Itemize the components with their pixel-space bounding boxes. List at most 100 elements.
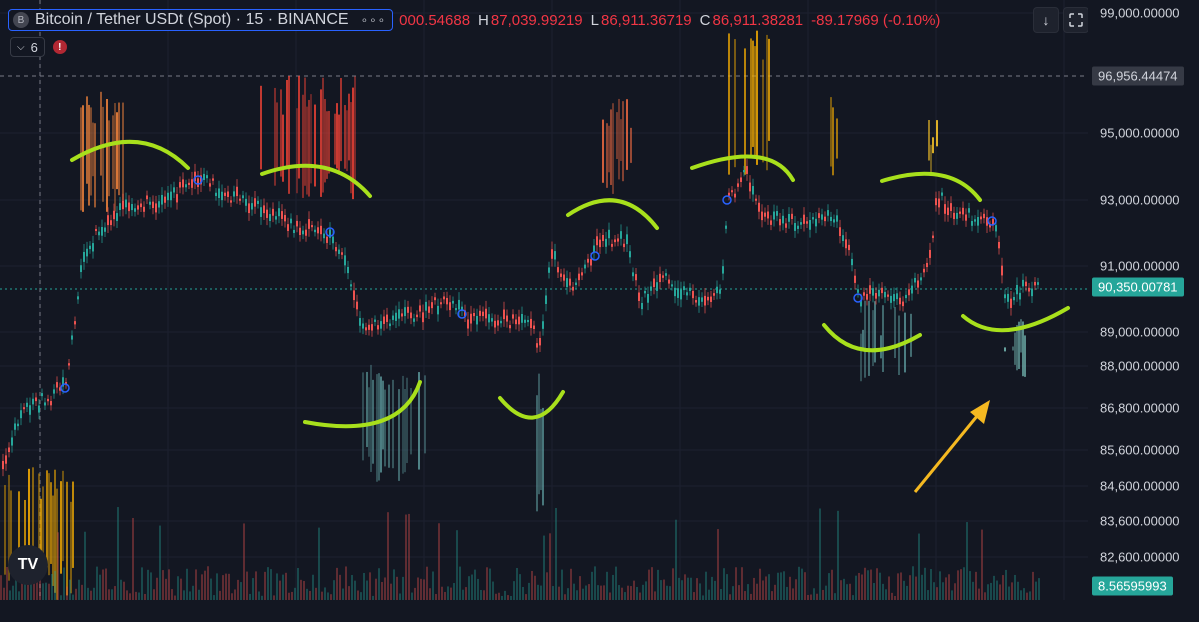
candle-body [674, 287, 676, 297]
candle-body [743, 170, 745, 173]
volume-bar [1029, 591, 1031, 600]
scroll-down-button[interactable]: ↓ [1033, 7, 1059, 33]
heat-bar [368, 387, 370, 457]
candle-body [755, 198, 757, 201]
candle-body [488, 314, 490, 323]
heat-bar [932, 137, 934, 154]
volume-bar [222, 575, 224, 600]
candle-body [611, 243, 613, 247]
volume-bar [726, 574, 728, 600]
volume-bar [684, 574, 686, 600]
candle-body [707, 296, 709, 301]
volume-bar [159, 525, 161, 600]
candle-body [77, 296, 79, 300]
candle-body [875, 293, 877, 299]
volume-bar [777, 572, 779, 600]
volume-bar [615, 566, 617, 600]
volume-bar [315, 587, 317, 600]
warning-icon[interactable]: ! [52, 40, 67, 54]
heat-bar [24, 499, 26, 571]
heat-bar [630, 127, 632, 163]
volume-bar [390, 583, 392, 600]
heat-bar [276, 102, 278, 171]
candle-body [53, 389, 55, 394]
heat-bar [346, 110, 348, 172]
candle-body [716, 286, 718, 294]
volume-bar [963, 567, 965, 600]
candle-body [812, 217, 814, 220]
tradingview-logo-icon[interactable]: TV [8, 545, 48, 585]
volume-bar [498, 592, 500, 600]
candle-body [299, 227, 301, 236]
heat-bar [362, 372, 364, 461]
volume-bar [234, 589, 236, 600]
volume-bar [387, 512, 389, 600]
volume-bar [546, 572, 548, 600]
price-chart-canvas[interactable] [0, 0, 1088, 622]
candle-body [461, 306, 463, 311]
volume-bar [210, 578, 212, 600]
volume-bar [612, 574, 614, 600]
candle-body [869, 285, 871, 294]
price-axis[interactable]: 99,000.00000 95,000.00000 93,000.00000 9… [1088, 0, 1199, 622]
more-options-icon[interactable]: ∘∘∘ [360, 13, 387, 27]
fullscreen-icon [1069, 13, 1083, 27]
candle-body [149, 201, 151, 205]
volume-bar [555, 507, 557, 600]
volume-bar [633, 580, 635, 600]
volume-bar [219, 590, 221, 600]
heat-bar [322, 77, 324, 193]
volume-bar [651, 567, 653, 600]
candle-body [821, 214, 823, 220]
candle-body [374, 319, 376, 322]
candle-body [950, 203, 952, 211]
indicators-toggle-button[interactable]: ⌵ 6 [10, 37, 45, 57]
heat-bar [28, 468, 30, 575]
candle-body [326, 236, 328, 243]
volume-bar [909, 575, 911, 600]
volume-bar [978, 588, 980, 600]
volume-bar [654, 591, 656, 600]
volume-bar [627, 585, 629, 600]
candle-body [977, 217, 979, 226]
candle-body [185, 184, 187, 188]
axis-tick: 84,600.00000 [1100, 478, 1180, 494]
volume-bar [480, 589, 482, 600]
candle-body [848, 244, 850, 251]
volume-bar [291, 591, 293, 600]
heat-bar [46, 470, 48, 568]
heat-bar [54, 469, 56, 593]
candle-body [752, 186, 754, 195]
symbol-title-box[interactable]: B Bitcoin / Tether USDt (Spot) · 15 · BI… [8, 9, 394, 31]
volume-bar [648, 569, 650, 600]
volume-bar [162, 570, 164, 600]
volume-bar [993, 575, 995, 600]
candle-body [452, 300, 454, 304]
ohlc-high-value: 87,039.99219 [490, 11, 583, 29]
volume-bar [900, 572, 902, 600]
candle-body [545, 295, 547, 304]
candle-body [233, 191, 235, 197]
volume-bar [927, 590, 929, 600]
symbol-title[interactable]: Bitcoin / Tether USDt (Spot) · 15 · BINA… [35, 11, 349, 28]
candle-body [692, 290, 694, 299]
candle-body [239, 198, 241, 201]
candle-body [437, 305, 439, 315]
heat-bar [388, 384, 390, 468]
heat-bar [348, 93, 350, 161]
volume-bar [573, 583, 575, 600]
volume-bar [228, 573, 230, 600]
volume-bar [870, 569, 872, 600]
volume-bar [1017, 581, 1019, 600]
volume-bar [285, 572, 287, 600]
volume-bar [540, 585, 542, 600]
candle-body [80, 265, 82, 273]
candle-body [74, 321, 76, 325]
heat-bar [378, 373, 380, 481]
fullscreen-button[interactable] [1063, 7, 1089, 33]
volume-bar [324, 587, 326, 600]
heat-bar [48, 473, 50, 576]
candle-body [110, 220, 112, 226]
volume-bar [999, 584, 1001, 600]
